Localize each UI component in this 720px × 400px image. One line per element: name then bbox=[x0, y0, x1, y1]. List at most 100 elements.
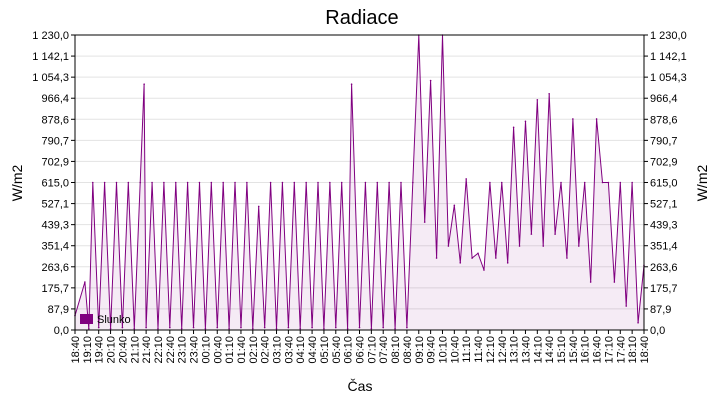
data-point bbox=[495, 257, 497, 259]
x-tick-label: 10:40 bbox=[449, 336, 461, 364]
y-tick-label-left: 790,7 bbox=[41, 135, 69, 147]
x-tick-label: 01:10 bbox=[224, 336, 236, 364]
data-point bbox=[483, 269, 485, 271]
data-point bbox=[88, 328, 90, 330]
data-point bbox=[583, 181, 586, 184]
data-point bbox=[382, 326, 385, 329]
x-axis: 18:40 19:10 19:40 20:10 20:40 21:10 21:40 22:10… bbox=[70, 330, 651, 364]
data-point bbox=[163, 181, 165, 184]
y-tick-label-left: 702,9 bbox=[41, 156, 69, 168]
data-point bbox=[299, 328, 302, 330]
x-tick-label: 12:40 bbox=[497, 336, 509, 364]
y-tick-label-left: 175,7 bbox=[41, 283, 69, 295]
data-point bbox=[489, 181, 491, 184]
data-point bbox=[578, 245, 580, 247]
y-tick-label-right: 175,7 bbox=[650, 283, 678, 295]
data-point bbox=[506, 262, 509, 264]
y-tick-label-right: 87,9 bbox=[650, 304, 671, 316]
data-point bbox=[518, 245, 521, 247]
y-tick-label-left: 1 054,3 bbox=[32, 72, 69, 84]
data-point bbox=[234, 181, 236, 184]
x-tick-label: 22:10 bbox=[153, 336, 165, 364]
x-tick-label: 07:40 bbox=[378, 336, 390, 364]
y-tick-label-left: 1 230,0 bbox=[32, 30, 69, 42]
y-tick-label-right: 1 142,1 bbox=[650, 51, 687, 63]
y-tick-label-left: 0,0 bbox=[54, 325, 69, 337]
data-point bbox=[240, 326, 242, 329]
data-point bbox=[115, 181, 118, 184]
data-point bbox=[429, 79, 432, 82]
y2-axis-label: W/m2 bbox=[694, 165, 710, 202]
x-tick-label: 23:10 bbox=[177, 336, 189, 364]
data-point bbox=[169, 326, 171, 329]
data-point bbox=[524, 120, 527, 123]
x-tick-label: 06:10 bbox=[343, 336, 355, 364]
x-tick-label: 13:10 bbox=[509, 336, 521, 364]
data-point bbox=[637, 322, 639, 324]
y-tick-label-left: 615,0 bbox=[41, 178, 69, 190]
x-tick-label: 22:40 bbox=[165, 336, 177, 364]
x-tick-label: 05:10 bbox=[319, 336, 331, 364]
x-tick-label: 20:40 bbox=[117, 336, 129, 364]
data-point bbox=[364, 181, 367, 184]
y-tick-label-left: 439,3 bbox=[41, 220, 69, 232]
data-point bbox=[323, 328, 325, 330]
x-axis-label: Čas bbox=[348, 378, 373, 394]
data-point bbox=[423, 221, 426, 223]
data-point bbox=[477, 252, 479, 255]
data-point bbox=[358, 326, 361, 329]
data-point bbox=[329, 181, 331, 184]
y-tick-label-left: 966,4 bbox=[41, 93, 69, 105]
data-point bbox=[572, 118, 574, 120]
data-point bbox=[607, 181, 610, 184]
chart-title: Radiace bbox=[325, 7, 398, 29]
data-point bbox=[346, 328, 349, 330]
x-tick-label: 14:10 bbox=[532, 336, 544, 364]
data-point bbox=[228, 328, 230, 330]
area-fill bbox=[75, 35, 644, 330]
data-point bbox=[566, 257, 568, 259]
x-tick-label: 04:10 bbox=[295, 336, 307, 364]
data-point bbox=[536, 98, 539, 101]
data-point bbox=[512, 126, 515, 129]
data-point bbox=[305, 181, 307, 184]
data-point bbox=[340, 181, 343, 184]
data-point bbox=[287, 326, 290, 329]
data-point bbox=[453, 204, 456, 207]
y-tick-label-left: 1 142,1 bbox=[32, 51, 69, 63]
data-point bbox=[388, 181, 390, 184]
x-tick-label: 03:10 bbox=[272, 336, 284, 364]
data-point bbox=[145, 326, 147, 329]
data-point bbox=[465, 178, 467, 180]
x-tick-label: 21:40 bbox=[141, 336, 153, 364]
data-point bbox=[269, 181, 272, 184]
x-tick-label: 09:40 bbox=[426, 336, 438, 364]
y-tick-label-right: 790,7 bbox=[650, 135, 678, 147]
x-tick-label: 06:40 bbox=[355, 336, 367, 364]
data-point bbox=[631, 181, 633, 184]
data-point bbox=[275, 328, 278, 330]
data-point bbox=[613, 281, 616, 283]
x-tick-label: 01:40 bbox=[236, 336, 248, 364]
y-tick-label-left: 351,4 bbox=[41, 241, 69, 253]
x-tick-label: 16:40 bbox=[592, 336, 604, 364]
x-tick-label: 18:40 bbox=[70, 336, 82, 364]
data-point bbox=[459, 262, 462, 264]
data-point bbox=[204, 328, 207, 330]
data-point bbox=[560, 181, 562, 184]
data-point bbox=[222, 181, 224, 184]
series-group bbox=[74, 34, 645, 330]
x-tick-label: 02:40 bbox=[260, 336, 272, 364]
x-tick-label: 20:10 bbox=[106, 336, 118, 364]
y-axis-left: 0,0 87,9 175,7 263,6 351,4 439,3 527,1 615,0 702… bbox=[32, 30, 75, 337]
x-tick-label: 07:10 bbox=[366, 336, 378, 364]
data-point bbox=[174, 181, 177, 184]
x-tick-label: 16:10 bbox=[580, 336, 592, 364]
data-point bbox=[500, 181, 503, 184]
data-point bbox=[157, 328, 159, 330]
data-point bbox=[554, 233, 556, 235]
data-point bbox=[186, 181, 189, 184]
data-point bbox=[103, 181, 106, 184]
data-point bbox=[84, 281, 86, 283]
